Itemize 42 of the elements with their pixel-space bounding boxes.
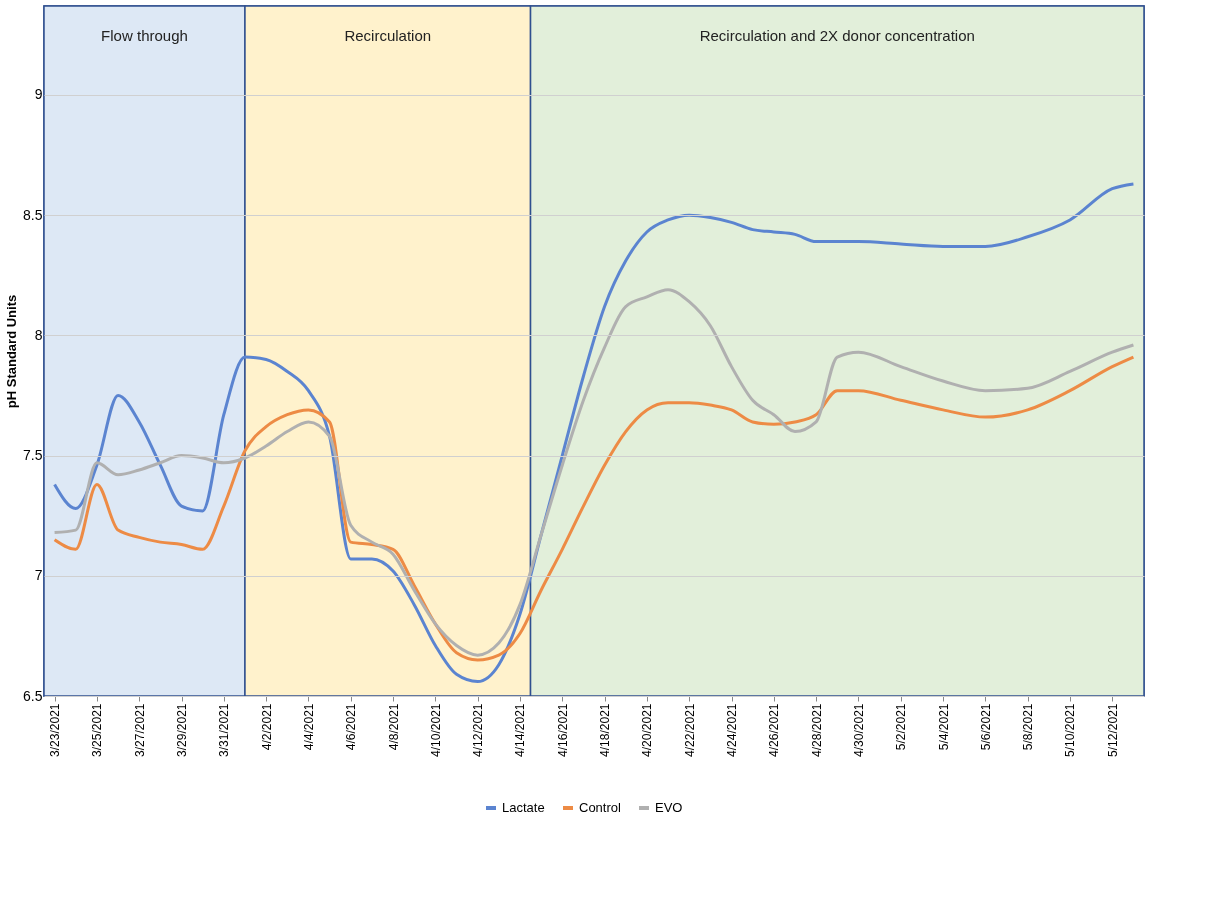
y-tick-label: 8.5: [23, 206, 43, 223]
y-tick-label: 8: [34, 326, 43, 343]
x-tick-label: 3/25/2021: [90, 703, 105, 757]
x-tick-label: 4/28/2021: [809, 703, 824, 757]
legend-label: Control: [579, 800, 622, 815]
y-axis-title: pH Standard Units: [4, 294, 20, 409]
x-tick-label: 3/31/2021: [217, 703, 232, 757]
x-tick-label: 5/4/2021: [936, 703, 951, 751]
legend-label: EVO: [655, 800, 683, 815]
x-tick-label: 3/23/2021: [48, 703, 63, 757]
line-series: [53, 288, 1135, 657]
x-tick-label: 4/2/2021: [259, 703, 274, 751]
band-label: Recirculation and 2X donor concentration: [699, 27, 975, 44]
y-tick-label: 9: [34, 86, 43, 103]
x-tick-label: 4/10/2021: [428, 703, 443, 757]
x-tick-label: 4/30/2021: [851, 703, 866, 757]
x-tick-label: 4/6/2021: [344, 703, 359, 751]
x-tick-label: 3/29/2021: [175, 703, 189, 757]
line-series: [53, 355, 1135, 662]
x-tick-label: 4/14/2021: [513, 703, 528, 757]
y-tick-label: 7: [34, 567, 43, 584]
x-tick-label: 4/22/2021: [682, 703, 697, 757]
line-series: [53, 182, 1135, 684]
x-tick-label: 4/8/2021: [386, 703, 401, 751]
x-tick-label: 4/12/2021: [471, 703, 486, 757]
x-tick-label: 5/10/2021: [1063, 703, 1078, 757]
band-label: Recirculation: [344, 27, 432, 44]
x-tick-label: 4/24/2021: [725, 703, 739, 757]
x-tick-label: 5/2/2021: [894, 703, 909, 751]
legend-label: Lactate: [502, 800, 545, 815]
y-tick-label: 6.5: [23, 687, 43, 704]
x-tick-label: 4/26/2021: [767, 703, 782, 757]
x-tick-label: 4/18/2021: [598, 703, 613, 757]
x-tick-label: 4/16/2021: [555, 703, 570, 757]
band-label: Flow through: [101, 27, 188, 44]
x-tick-label: 3/27/2021: [132, 703, 147, 757]
x-tick-label: 5/12/2021: [1105, 703, 1120, 757]
y-tick-label: 7.5: [23, 447, 43, 464]
x-tick-label: 5/8/2021: [1021, 703, 1036, 751]
x-tick-label: 5/6/2021: [978, 703, 993, 751]
x-tick-label: 4/4/2021: [301, 703, 316, 751]
x-tick-label: 4/20/2021: [640, 703, 655, 757]
